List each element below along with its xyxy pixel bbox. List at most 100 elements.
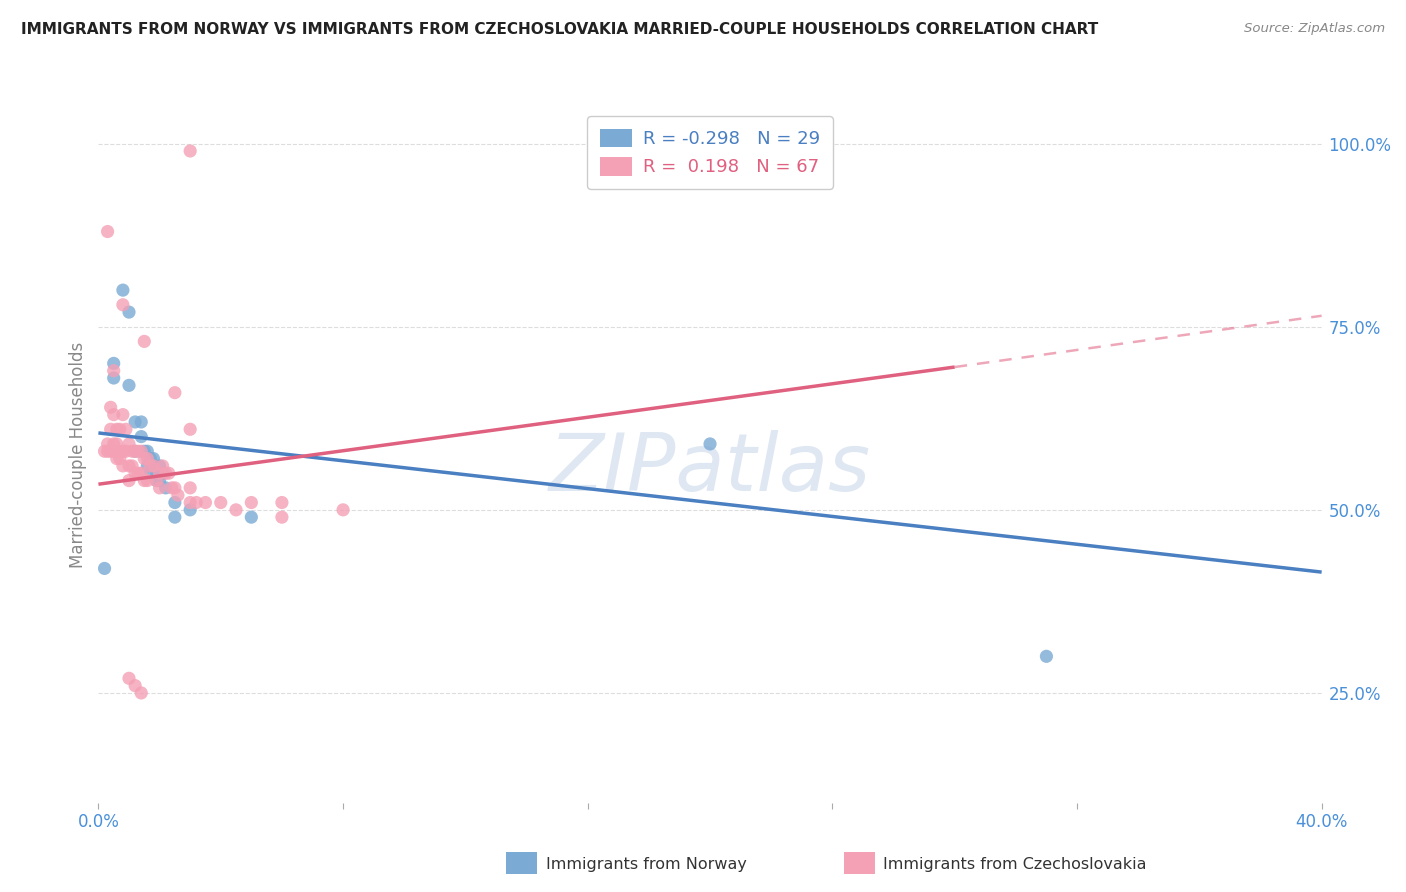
- Point: [97, 444, 120, 458]
- Text: IMMIGRANTS FROM NORWAY VS IMMIGRANTS FROM CZECHOSLOVAKIA MARRIED-COUPLE HOUSEHOL: IMMIGRANTS FROM NORWAY VS IMMIGRANTS FRO…: [21, 22, 1098, 37]
- Point: [124, 444, 146, 458]
- Point: [160, 481, 183, 495]
- Point: [142, 451, 165, 466]
- Point: [145, 474, 167, 488]
- Text: Immigrants from Norway: Immigrants from Norway: [546, 857, 747, 871]
- Point: [134, 451, 156, 466]
- Point: [136, 474, 159, 488]
- Point: [149, 481, 172, 495]
- Point: [179, 503, 201, 517]
- Point: [115, 444, 138, 458]
- Point: [179, 422, 201, 436]
- Point: [270, 495, 292, 509]
- Point: [142, 458, 165, 473]
- Point: [129, 415, 152, 429]
- Point: [155, 481, 177, 495]
- Point: [1035, 649, 1057, 664]
- Point: [149, 458, 172, 473]
- Point: [124, 467, 146, 481]
- Point: [97, 437, 120, 451]
- Point: [124, 444, 146, 458]
- Point: [134, 474, 156, 488]
- Point: [240, 510, 263, 524]
- Point: [163, 481, 186, 495]
- Point: [108, 451, 131, 466]
- Point: [127, 444, 149, 458]
- Point: [103, 444, 125, 458]
- Point: [118, 305, 141, 319]
- Point: [105, 444, 128, 458]
- Point: [225, 503, 247, 517]
- Point: [136, 451, 159, 466]
- Point: [97, 225, 120, 239]
- Point: [163, 510, 186, 524]
- Text: ZIPatlas: ZIPatlas: [548, 430, 872, 508]
- Point: [100, 422, 122, 436]
- Point: [115, 422, 138, 436]
- Point: [111, 298, 134, 312]
- Point: [129, 686, 152, 700]
- Legend: R = -0.298   N = 29, R =  0.198   N = 67: R = -0.298 N = 29, R = 0.198 N = 67: [588, 116, 832, 189]
- Point: [139, 451, 162, 466]
- Point: [155, 467, 177, 481]
- Point: [129, 444, 152, 458]
- Point: [136, 444, 159, 458]
- Point: [105, 451, 128, 466]
- Point: [179, 144, 201, 158]
- Point: [103, 371, 125, 385]
- Point: [100, 444, 122, 458]
- Point: [163, 495, 186, 509]
- Point: [124, 679, 146, 693]
- Point: [103, 364, 125, 378]
- Point: [118, 458, 141, 473]
- Point: [118, 474, 141, 488]
- Point: [111, 444, 134, 458]
- Point: [100, 401, 122, 415]
- Point: [121, 458, 143, 473]
- Point: [111, 283, 134, 297]
- Y-axis label: Married-couple Households: Married-couple Households: [69, 342, 87, 568]
- Point: [179, 495, 201, 509]
- Point: [167, 488, 190, 502]
- Point: [163, 385, 186, 400]
- Point: [134, 334, 156, 349]
- Point: [127, 467, 149, 481]
- Point: [149, 467, 172, 481]
- Point: [105, 422, 128, 436]
- Point: [194, 495, 217, 509]
- Point: [209, 495, 232, 509]
- Point: [124, 415, 146, 429]
- Point: [134, 444, 156, 458]
- Point: [111, 458, 134, 473]
- Point: [145, 474, 167, 488]
- Point: [108, 422, 131, 436]
- Point: [139, 467, 162, 481]
- Point: [129, 429, 152, 443]
- Point: [142, 458, 165, 473]
- Point: [93, 561, 115, 575]
- Point: [157, 467, 180, 481]
- Point: [240, 495, 263, 509]
- Point: [139, 458, 162, 473]
- Point: [149, 474, 172, 488]
- Point: [103, 408, 125, 422]
- Point: [118, 378, 141, 392]
- Point: [108, 444, 131, 458]
- Point: [93, 444, 115, 458]
- Point: [332, 503, 354, 517]
- Point: [118, 437, 141, 451]
- Point: [129, 467, 152, 481]
- Point: [136, 458, 159, 473]
- Point: [111, 408, 134, 422]
- Point: [179, 481, 201, 495]
- Point: [186, 495, 208, 509]
- Point: [699, 437, 721, 451]
- Point: [270, 510, 292, 524]
- Text: Source: ZipAtlas.com: Source: ZipAtlas.com: [1244, 22, 1385, 36]
- Point: [145, 467, 167, 481]
- Point: [103, 356, 125, 370]
- Point: [152, 458, 174, 473]
- Text: Immigrants from Czechoslovakia: Immigrants from Czechoslovakia: [883, 857, 1146, 871]
- Point: [103, 437, 125, 451]
- Point: [105, 437, 128, 451]
